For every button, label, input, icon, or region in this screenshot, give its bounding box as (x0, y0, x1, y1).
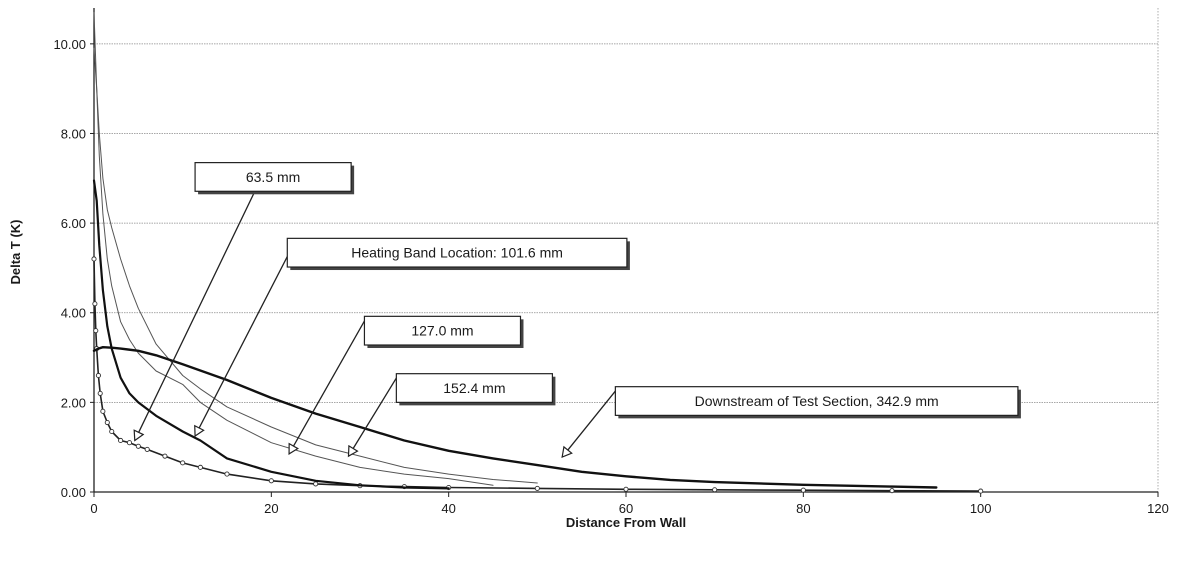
data-point-s635 (979, 489, 983, 493)
data-point-s635 (801, 488, 805, 492)
callout-label: Heating Band Location: 101.6 mm (351, 245, 563, 261)
data-point-s635 (101, 409, 105, 413)
x-tick-label: 120 (1147, 501, 1169, 516)
x-tick-label: 100 (970, 501, 992, 516)
data-point-s635 (98, 391, 102, 395)
x-tick-label: 40 (441, 501, 455, 516)
data-point-s635 (535, 486, 539, 490)
y-tick-label: 0.00 (61, 485, 86, 500)
y-tick-label: 10.00 (53, 37, 86, 52)
data-point-s635 (198, 465, 202, 469)
data-point-s635 (181, 461, 185, 465)
data-point-s635 (136, 444, 140, 448)
data-point-s635 (105, 420, 109, 424)
y-tick-label: 4.00 (61, 306, 86, 321)
data-point-s635 (269, 479, 273, 483)
y-tick-label: 8.00 (61, 126, 86, 141)
data-point-s635 (119, 438, 123, 442)
y-tick-label: 6.00 (61, 216, 86, 231)
x-axis-title: Distance From Wall (566, 515, 686, 530)
x-tick-label: 80 (796, 501, 810, 516)
data-point-s635 (127, 441, 131, 445)
y-tick-label: 2.00 (61, 395, 86, 410)
data-point-s635 (145, 447, 149, 451)
data-point-s635 (110, 429, 114, 433)
data-point-s635 (314, 482, 318, 486)
x-tick-label: 20 (264, 501, 278, 516)
x-tick-label: 0 (90, 501, 97, 516)
data-point-s635 (93, 302, 97, 306)
data-point-s635 (624, 487, 628, 491)
data-point-s635 (92, 257, 96, 261)
callout-label: Downstream of Test Section, 342.9 mm (695, 393, 939, 409)
data-point-s635 (713, 488, 717, 492)
callout-label: 127.0 mm (411, 323, 473, 339)
callout-label: 152.4 mm (443, 380, 505, 396)
data-point-s635 (225, 472, 229, 476)
data-point-s635 (96, 373, 100, 377)
data-point-s635 (94, 329, 98, 333)
data-point-s635 (163, 454, 167, 458)
x-tick-label: 60 (619, 501, 633, 516)
data-point-s635 (890, 489, 894, 493)
y-axis-title: Delta T (K) (8, 220, 23, 285)
callout-label: 63.5 mm (246, 169, 300, 185)
